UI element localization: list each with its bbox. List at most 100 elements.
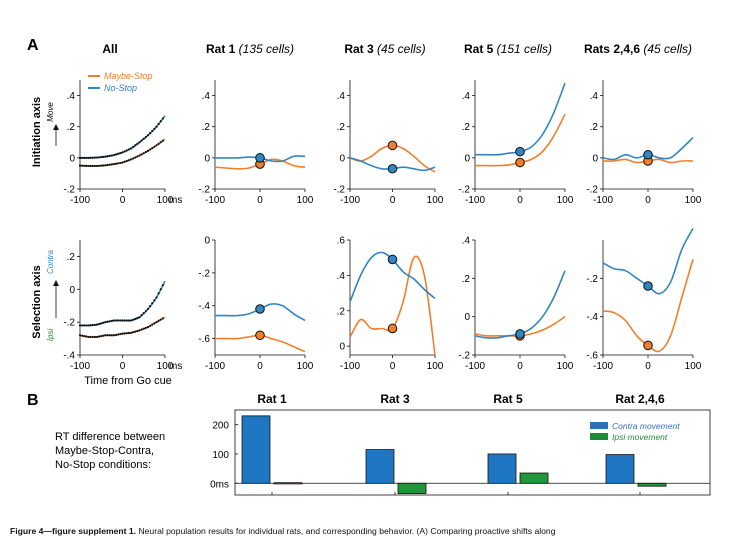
x-tick-label: 100	[157, 195, 174, 206]
data-point	[78, 334, 82, 337]
y-tick-label: -.2	[198, 268, 210, 279]
y-tick-label: .4	[337, 91, 346, 102]
x-tick-label: 100	[685, 195, 702, 206]
data-point	[87, 156, 90, 159]
data-point	[83, 335, 86, 338]
bar-ylabel-line: RT difference between	[55, 431, 165, 443]
legend-maybe-stop-label: Maybe-Stop	[104, 71, 153, 81]
x-tick-label: -100	[205, 195, 225, 206]
contra-label: Contra	[46, 249, 55, 274]
y-tick-label: .2	[462, 122, 471, 133]
data-point	[100, 335, 103, 338]
column-title-name: Rats 2,4,6	[584, 42, 640, 56]
x-tick-label: 0	[645, 195, 651, 206]
data-point	[149, 132, 152, 135]
data-point	[87, 324, 90, 327]
y-tick-label: .6	[337, 236, 346, 247]
y-tick-label: .4	[202, 91, 211, 102]
data-point	[100, 164, 103, 167]
y-tick-label: -.4	[198, 301, 210, 312]
y-tick-label: 0	[464, 153, 470, 164]
data-point	[98, 164, 101, 167]
y-tick-label: 0	[339, 153, 345, 164]
data-point	[123, 150, 126, 153]
caption-title: Figure 4—figure supplement 1.	[10, 526, 137, 536]
x-tick-label: 100	[297, 195, 314, 206]
column-title-count: (151 cells)	[493, 42, 552, 56]
data-point	[83, 324, 86, 327]
data-point	[85, 156, 88, 159]
bar-chart-frame	[234, 409, 711, 496]
panel-a-label: A	[27, 37, 39, 54]
data-point	[115, 162, 118, 165]
y-tick-label: 0	[204, 153, 210, 164]
data-point	[85, 164, 88, 167]
data-point	[134, 317, 137, 320]
ms-unit-label: ms	[169, 361, 182, 372]
data-point	[104, 155, 107, 158]
data-point	[161, 139, 164, 142]
panel-initiation-4: -.2 0 .2 .4 -100 0 100	[586, 80, 702, 206]
x-tick-label: -100	[340, 361, 360, 372]
bar-contra	[365, 449, 395, 484]
y-tick-label: .4	[462, 236, 471, 247]
data-point	[123, 160, 126, 163]
data-point	[85, 335, 88, 338]
move-direction-label: Move	[46, 102, 55, 122]
data-point	[125, 159, 128, 163]
data-point	[134, 144, 137, 147]
data-point	[121, 332, 124, 335]
data-point	[93, 323, 96, 326]
y-tick-label: .4	[462, 91, 471, 102]
data-point	[155, 296, 158, 299]
data-point	[125, 319, 128, 322]
data-point	[136, 142, 139, 145]
data-point	[89, 324, 92, 327]
data-point	[136, 329, 139, 333]
data-point	[102, 334, 105, 337]
data-point	[151, 129, 154, 133]
y-tick-label: 0	[592, 153, 598, 164]
selection-axis-label: Selection axis	[31, 265, 43, 338]
data-point	[89, 156, 92, 159]
data-point	[123, 319, 126, 322]
data-point	[121, 161, 124, 164]
column-title-count: (45 cells)	[374, 42, 426, 56]
marker-no-stop	[387, 254, 398, 265]
marker-maybe-stop	[387, 323, 398, 334]
data-point	[149, 305, 152, 308]
data-point	[159, 288, 162, 291]
ipsi-label: Ipsi	[46, 329, 55, 342]
y-tick-label: .4	[337, 271, 346, 282]
data-point	[121, 319, 124, 322]
panel-selection-4: -.6 -.4 -.2 -100 0 100	[586, 228, 702, 372]
data-point	[108, 334, 111, 337]
data-point	[138, 154, 141, 157]
x-tick-label: 100	[427, 361, 444, 372]
data-point	[157, 142, 160, 145]
data-point	[153, 145, 156, 148]
data-point	[119, 161, 122, 165]
data-point	[106, 334, 109, 337]
y-tick-label: .2	[462, 274, 471, 285]
data-point	[161, 317, 164, 320]
data-point	[110, 154, 113, 157]
series-line-maybe-stop	[602, 258, 694, 353]
data-point	[161, 284, 164, 287]
y-tick-label: -.6	[586, 351, 598, 362]
data-point	[140, 139, 143, 142]
bar-group-title: Rat 3	[380, 392, 410, 406]
data-point	[121, 151, 124, 154]
bar-ipsi	[397, 482, 427, 494]
ms-unit-label: ms	[169, 195, 182, 206]
data-point	[125, 149, 128, 152]
move-arrow-head	[53, 124, 59, 130]
data-point	[81, 164, 84, 167]
y-tick-label: 0	[69, 153, 75, 164]
data-point	[129, 319, 133, 322]
column-title-count: (45 cells)	[640, 42, 692, 56]
data-point	[127, 148, 130, 151]
data-point	[117, 333, 120, 336]
